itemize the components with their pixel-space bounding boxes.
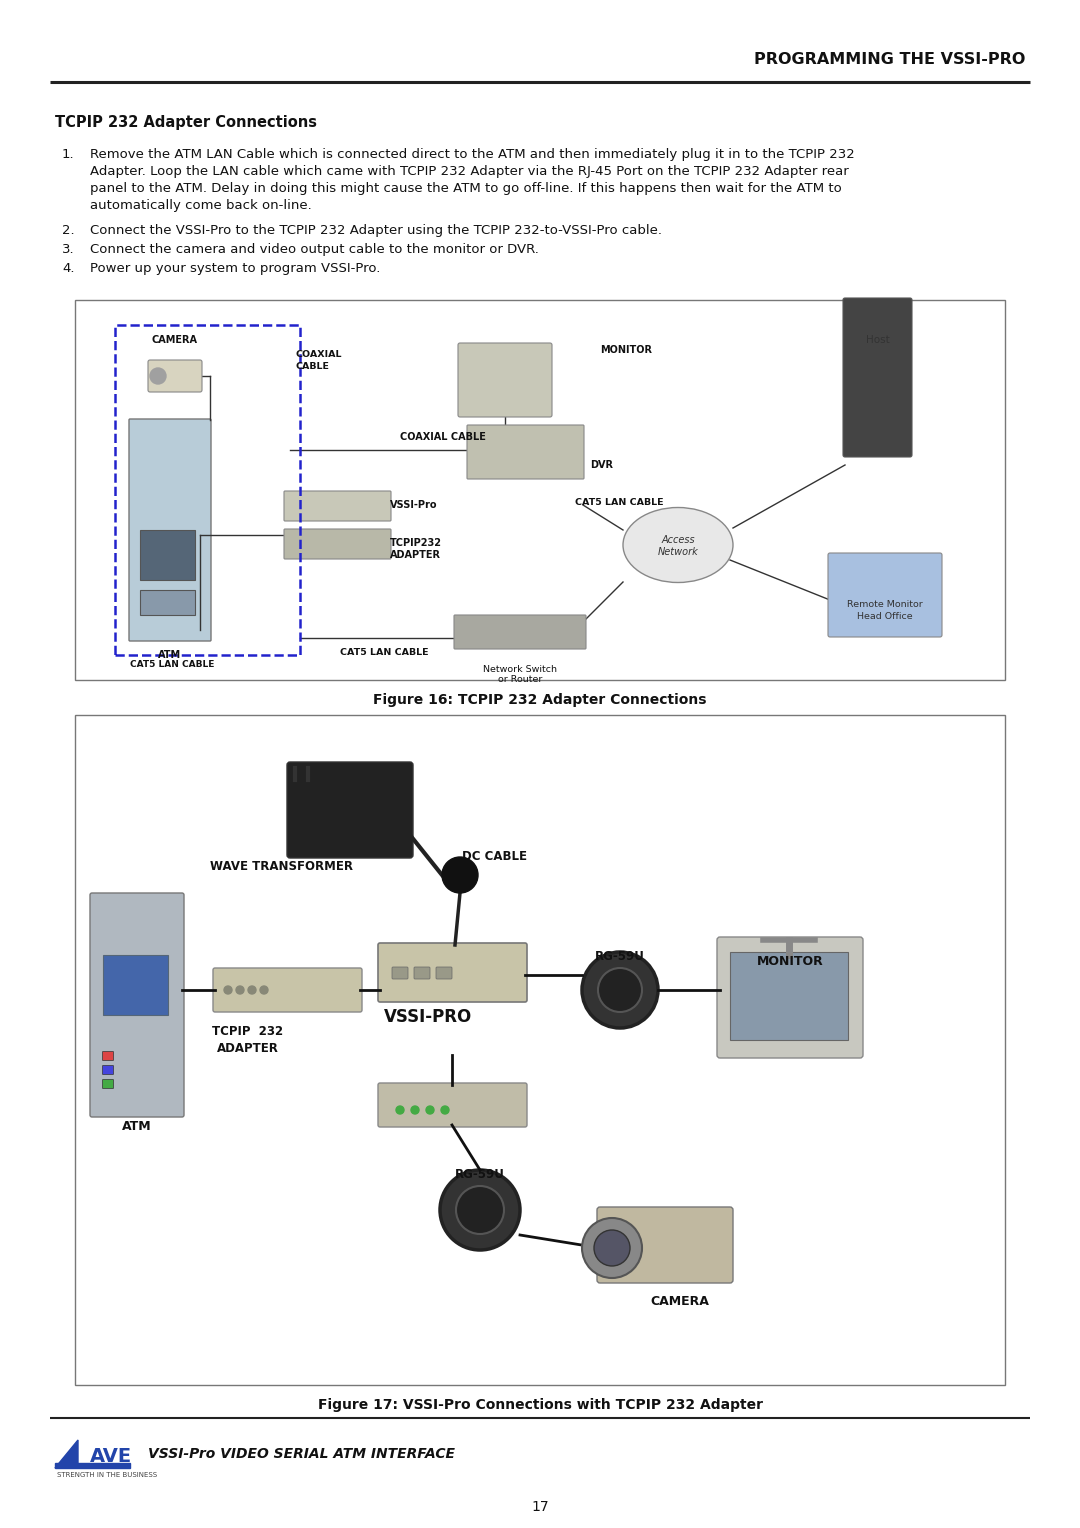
Text: Head Office: Head Office (858, 613, 913, 620)
Circle shape (442, 857, 478, 892)
Text: Power up your system to program VSSI-Pro.: Power up your system to program VSSI-Pro… (90, 261, 380, 275)
Text: 17: 17 (531, 1500, 549, 1514)
Text: CAMERA: CAMERA (650, 1296, 710, 1308)
Circle shape (411, 1106, 419, 1114)
Text: 2.: 2. (62, 225, 75, 237)
FancyBboxPatch shape (103, 1051, 113, 1060)
Bar (140, 530, 195, 581)
Text: ATM: ATM (122, 1120, 152, 1132)
Text: or Router: or Router (498, 675, 542, 685)
Text: DC CABLE: DC CABLE (462, 850, 527, 863)
Text: WAVE TRANSFORMER: WAVE TRANSFORMER (210, 860, 353, 872)
Text: CAMERA: CAMERA (152, 335, 198, 345)
FancyBboxPatch shape (90, 892, 184, 1117)
Circle shape (150, 368, 166, 384)
FancyBboxPatch shape (103, 1079, 113, 1088)
FancyBboxPatch shape (467, 425, 584, 478)
Text: automatically come back on-line.: automatically come back on-line. (90, 199, 312, 212)
Text: 3.: 3. (62, 243, 75, 257)
Text: AVE: AVE (90, 1447, 132, 1465)
Circle shape (426, 1106, 434, 1114)
Bar (730, 952, 848, 1041)
Text: DVR: DVR (590, 460, 613, 471)
FancyBboxPatch shape (392, 967, 408, 979)
FancyBboxPatch shape (597, 1207, 733, 1284)
Circle shape (598, 969, 642, 1012)
Text: Remote Monitor: Remote Monitor (847, 601, 923, 610)
FancyBboxPatch shape (454, 614, 586, 649)
Text: CAT5 LAN CABLE: CAT5 LAN CABLE (340, 648, 429, 657)
Text: MONITOR: MONITOR (757, 955, 823, 969)
Text: CABLE: CABLE (295, 362, 329, 371)
Text: COAXIAL CABLE: COAXIAL CABLE (400, 432, 486, 442)
FancyBboxPatch shape (828, 553, 942, 637)
FancyBboxPatch shape (717, 937, 863, 1057)
FancyBboxPatch shape (287, 762, 413, 859)
Bar (103, 955, 168, 1015)
FancyBboxPatch shape (378, 1083, 527, 1128)
FancyBboxPatch shape (103, 1065, 113, 1074)
FancyBboxPatch shape (843, 298, 912, 457)
Circle shape (582, 1218, 642, 1277)
Text: ATM: ATM (159, 649, 181, 660)
Text: panel to the ATM. Delay in doing this might cause the ATM to go off-line. If thi: panel to the ATM. Delay in doing this mi… (90, 182, 841, 196)
Text: Access: Access (661, 535, 694, 545)
Text: Network Switch: Network Switch (483, 665, 557, 674)
Text: Adapter. Loop the LAN cable which came with TCPIP 232 Adapter via the RJ-45 Port: Adapter. Loop the LAN cable which came w… (90, 165, 849, 177)
Text: VSSI-Pro: VSSI-Pro (390, 500, 437, 510)
Circle shape (260, 986, 268, 995)
FancyBboxPatch shape (378, 943, 527, 1002)
Bar (55, 1462, 130, 1468)
Bar (140, 590, 195, 614)
Text: VSSI-Pro VIDEO SERIAL ATM INTERFACE: VSSI-Pro VIDEO SERIAL ATM INTERFACE (148, 1447, 455, 1461)
FancyBboxPatch shape (436, 967, 453, 979)
Text: TCPIP 232 Adapter Connections: TCPIP 232 Adapter Connections (55, 115, 318, 130)
Circle shape (396, 1106, 404, 1114)
FancyBboxPatch shape (414, 967, 430, 979)
Text: CAT5 LAN CABLE: CAT5 LAN CABLE (575, 498, 663, 507)
Text: ADAPTER: ADAPTER (390, 550, 441, 559)
Text: RG-59U: RG-59U (455, 1167, 505, 1181)
Circle shape (582, 952, 658, 1028)
Text: CAT5 LAN CABLE: CAT5 LAN CABLE (130, 660, 214, 669)
Text: TCPIP  232: TCPIP 232 (213, 1025, 284, 1038)
Polygon shape (55, 1439, 78, 1468)
Bar (75, 299, 1005, 680)
Text: COAXIAL: COAXIAL (295, 350, 341, 359)
Circle shape (594, 1230, 630, 1267)
Text: Connect the VSSI-Pro to the TCPIP 232 Adapter using the TCPIP 232-to-VSSI-Pro ca: Connect the VSSI-Pro to the TCPIP 232 Ad… (90, 225, 662, 237)
Text: STRENGTH IN THE BUSINESS: STRENGTH IN THE BUSINESS (57, 1471, 157, 1478)
Text: Figure 16: TCPIP 232 Adapter Connections: Figure 16: TCPIP 232 Adapter Connections (374, 694, 706, 707)
Bar (75, 715, 1005, 1384)
Circle shape (248, 986, 256, 995)
Text: RG-59U: RG-59U (595, 950, 645, 963)
Text: ADAPTER: ADAPTER (217, 1042, 279, 1054)
Text: Figure 17: VSSI-Pro Connections with TCPIP 232 Adapter: Figure 17: VSSI-Pro Connections with TCP… (318, 1398, 762, 1412)
FancyBboxPatch shape (284, 529, 391, 559)
Text: PROGRAMMING THE VSSI-PRO: PROGRAMMING THE VSSI-PRO (754, 52, 1025, 67)
FancyBboxPatch shape (148, 361, 202, 393)
Text: 1.: 1. (62, 148, 75, 160)
Text: MONITOR: MONITOR (600, 345, 652, 354)
Text: Network: Network (658, 547, 699, 558)
Text: VSSI-PRO: VSSI-PRO (384, 1008, 472, 1025)
Circle shape (441, 1106, 449, 1114)
Circle shape (237, 986, 244, 995)
Bar (114, 325, 300, 656)
Text: Host: Host (866, 335, 890, 345)
FancyBboxPatch shape (458, 342, 552, 417)
Circle shape (224, 986, 232, 995)
Circle shape (440, 1170, 519, 1250)
Text: 4.: 4. (62, 261, 75, 275)
FancyBboxPatch shape (213, 969, 362, 1012)
Circle shape (456, 1186, 504, 1235)
Text: TCPIP232: TCPIP232 (390, 538, 442, 549)
FancyBboxPatch shape (284, 490, 391, 521)
Text: Connect the camera and video output cable to the monitor or DVR.: Connect the camera and video output cabl… (90, 243, 539, 257)
FancyBboxPatch shape (129, 419, 211, 642)
Ellipse shape (623, 507, 733, 582)
Text: Remove the ATM LAN Cable which is connected direct to the ATM and then immediate: Remove the ATM LAN Cable which is connec… (90, 148, 854, 160)
